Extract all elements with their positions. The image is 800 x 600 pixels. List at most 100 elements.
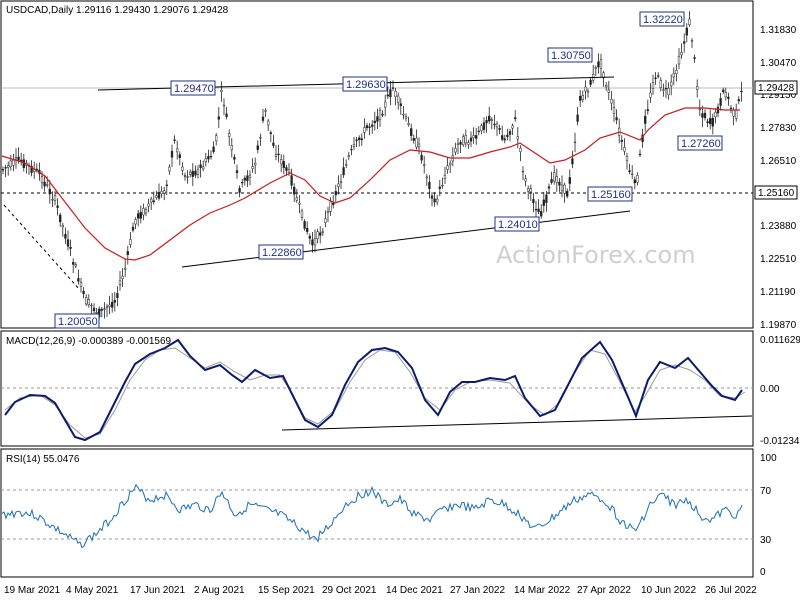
candle-body — [176, 148, 179, 153]
candle-body — [329, 201, 332, 212]
current-price-badge — [754, 80, 798, 95]
candle-body — [602, 72, 605, 79]
candle-body — [152, 200, 155, 203]
candle-body — [170, 151, 174, 158]
candle-body — [615, 117, 618, 121]
candle-body — [659, 79, 662, 88]
candle-body — [467, 142, 470, 145]
candle-body — [545, 194, 548, 203]
candle-body — [586, 90, 590, 93]
watermark: ActionForex.com — [496, 241, 696, 269]
candle-body — [264, 109, 267, 112]
callout-box — [258, 244, 304, 260]
x-axis: 19 Mar 2021 4 May 2021 17 Jun 2021 2 Aug… — [4, 585, 757, 596]
candle-body — [72, 262, 75, 265]
x-tick: 27 Apr 2022 — [577, 585, 631, 596]
rsi-tick: 70 — [760, 486, 772, 497]
candle-body — [644, 115, 647, 124]
candle-body — [215, 135, 218, 142]
candle-body — [274, 154, 278, 157]
price-tick: 1.26510 — [760, 156, 797, 167]
candle-body — [326, 211, 330, 213]
x-tick: 19 Mar 2021 — [4, 585, 61, 596]
candle-body — [441, 184, 444, 187]
rsi-tick: 30 — [760, 535, 772, 546]
candle-body — [527, 188, 530, 192]
candle-body — [183, 175, 187, 177]
candle-body — [511, 125, 514, 129]
support-trendline — [181, 210, 631, 268]
candle-body — [740, 90, 743, 93]
candle-body — [649, 92, 652, 98]
candle-body — [381, 114, 384, 116]
candle-body — [443, 174, 447, 179]
moving-average-line — [1, 107, 740, 261]
candle-body — [103, 308, 106, 310]
candle-body — [365, 125, 369, 129]
price-tick: 1.29150 — [760, 90, 797, 101]
candle-body — [14, 157, 18, 160]
candle-body — [706, 121, 709, 123]
candle-body — [368, 126, 371, 128]
candle-body — [683, 41, 686, 44]
candle-body — [285, 167, 288, 171]
candle-body — [537, 208, 540, 213]
candle-body — [17, 156, 20, 161]
price-panel — [0, 0, 754, 329]
candle-body — [540, 211, 543, 217]
candle-body — [61, 225, 64, 228]
candle-body — [144, 209, 148, 214]
x-tick: 29 Oct 2021 — [322, 585, 377, 596]
candle-body — [701, 113, 704, 118]
candle-body — [371, 124, 374, 127]
candle-body — [638, 153, 642, 156]
candle-body — [636, 175, 639, 183]
candle-body — [485, 120, 488, 124]
candle-body — [194, 170, 197, 176]
callout-box — [170, 80, 216, 96]
candle-body — [670, 81, 673, 87]
candle-body — [446, 165, 449, 170]
candle-body — [589, 79, 592, 85]
candle-body — [547, 186, 551, 189]
candle-body — [319, 232, 322, 236]
candle-body — [495, 123, 499, 128]
candle-body — [625, 155, 629, 162]
candle-body — [664, 87, 668, 90]
candle-body — [688, 18, 691, 25]
candle-body — [241, 181, 244, 184]
candle-body — [212, 146, 215, 153]
candle-body — [456, 143, 460, 145]
candle-body — [355, 139, 358, 141]
candle-body — [498, 127, 501, 130]
candle-body — [719, 98, 722, 106]
x-tick: 4 May 2021 — [66, 585, 119, 596]
candle-body — [113, 299, 116, 303]
candle-body — [142, 208, 145, 216]
candle-body — [508, 131, 512, 135]
candle-body — [373, 120, 376, 124]
candle-body — [529, 188, 532, 193]
candle-body — [277, 153, 280, 156]
candle-body — [376, 116, 379, 122]
candle-body — [147, 203, 150, 207]
candle-body — [735, 109, 738, 119]
candle-body — [131, 226, 135, 231]
candle-body — [316, 231, 319, 239]
callout-label: 1.29470 — [174, 83, 214, 95]
candle-body — [293, 186, 296, 195]
candle-body — [363, 127, 366, 133]
callout-label: 1.32220 — [643, 14, 683, 26]
candle-body — [334, 191, 337, 196]
candle-body — [186, 176, 189, 178]
candle-body — [698, 108, 701, 110]
macd-trendline — [281, 415, 753, 431]
candle-body — [394, 90, 397, 98]
candle-body — [311, 239, 314, 246]
candle-body — [9, 160, 12, 167]
candle-body — [251, 166, 254, 169]
candle-body — [597, 61, 600, 68]
callout-label: 1.25160 — [591, 189, 631, 201]
x-tick: 26 Jul 2022 — [705, 585, 757, 596]
